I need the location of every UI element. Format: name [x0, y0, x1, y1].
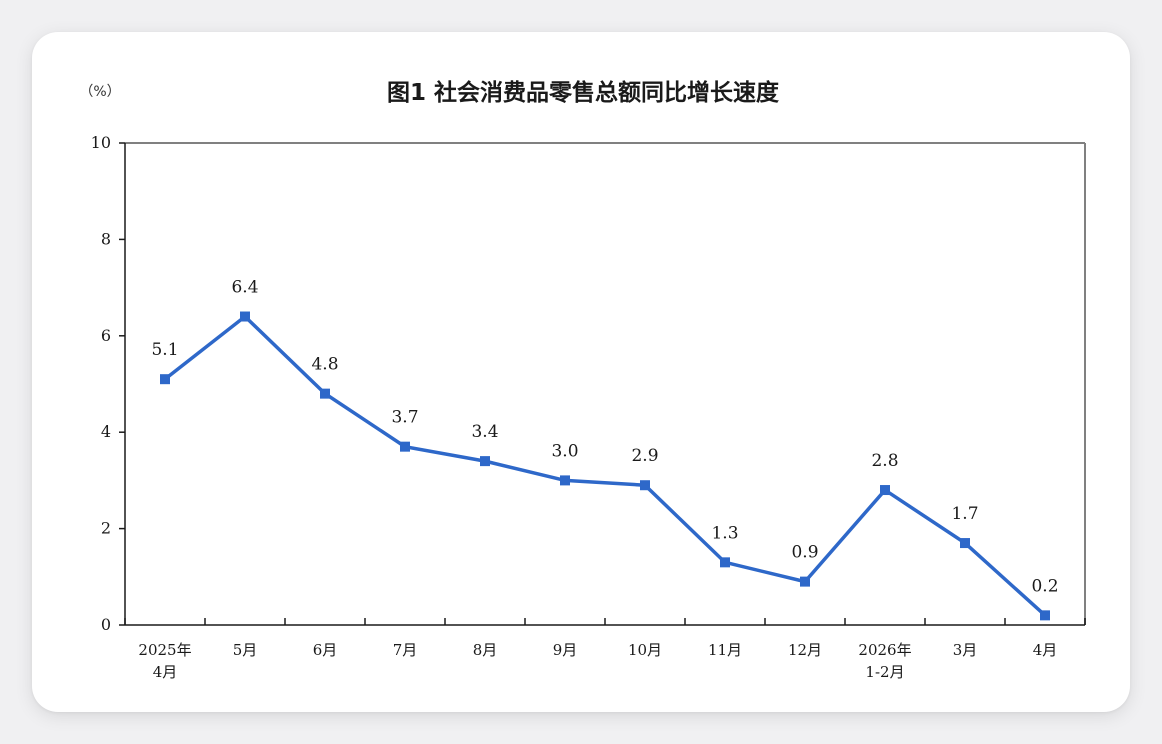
- data-point-marker: [800, 576, 810, 587]
- chart-title: 图1 社会消费品零售总额同比增长速度: [387, 79, 780, 106]
- data-point-marker: [1040, 610, 1050, 621]
- y-axis-unit-label: （%）: [79, 84, 120, 100]
- line-chart: 图1 社会消费品零售总额同比增长速度 （%） 0 2 4 6 8 10 2025年 4月 5月 6…: [79, 79, 1086, 681]
- x-tick-label: 6月: [313, 641, 338, 659]
- data-label: 5.1: [151, 340, 178, 360]
- x-tick-label: 10月: [628, 641, 662, 659]
- x-tick-label: 11月: [708, 641, 742, 659]
- plot-area: 0 2 4 6 8 10 2025年 4月 5月 6月 7月 8月 9月 10月 11月 12月 2026年 1-…: [91, 133, 1086, 681]
- data-label: 1.3: [711, 523, 738, 543]
- data-label: 0.2: [1031, 576, 1058, 596]
- x-tick-label: 12月: [788, 641, 822, 659]
- data-point-marker: [640, 480, 650, 491]
- y-tick-label: 4: [101, 422, 111, 441]
- x-tick-label: 7月: [393, 641, 418, 659]
- y-tick-label: 10: [91, 133, 111, 152]
- data-point-marker: [320, 388, 330, 399]
- x-tick-label: 4月: [153, 663, 178, 681]
- y-tick-label: 6: [101, 326, 111, 345]
- x-tick-label: 8月: [473, 641, 498, 659]
- data-label: 0.9: [791, 543, 818, 563]
- data-point-marker: [160, 374, 170, 385]
- data-label: 3.7: [391, 408, 418, 428]
- data-label: 2.9: [631, 446, 658, 466]
- x-tick-label: 9月: [553, 641, 578, 659]
- data-label: 1.7: [951, 504, 978, 524]
- chart-card: 图1 社会消费品零售总额同比增长速度 （%） 0 2 4 6 8 10 2025年 4月 5月 6…: [32, 32, 1130, 712]
- series-line: [163, 314, 1047, 618]
- y-tick-label: 0: [101, 615, 111, 634]
- data-point-marker: [960, 538, 970, 549]
- data-label: 2.8: [871, 451, 898, 471]
- x-tick-label: 4月: [1033, 641, 1058, 659]
- data-label: 3.4: [471, 422, 498, 442]
- y-tick-label: 2: [101, 519, 111, 538]
- data-label: 4.8: [311, 355, 338, 375]
- data-label: 6.4: [231, 278, 258, 298]
- data-label: 3.0: [551, 441, 578, 461]
- x-tick-label: 1-2月: [865, 663, 904, 681]
- data-point-marker: [400, 441, 410, 452]
- x-tick-label: 3月: [953, 641, 978, 659]
- data-point-marker: [720, 557, 730, 568]
- y-tick-label: 8: [101, 229, 111, 248]
- x-tick-label: 2026年: [858, 641, 911, 659]
- x-tick-label: 2025年: [138, 641, 191, 659]
- x-tick-label: 5月: [233, 641, 258, 659]
- data-point-marker: [560, 475, 570, 486]
- data-point-marker: [880, 485, 890, 496]
- data-point-marker: [480, 456, 490, 467]
- data-point-marker: [240, 311, 250, 322]
